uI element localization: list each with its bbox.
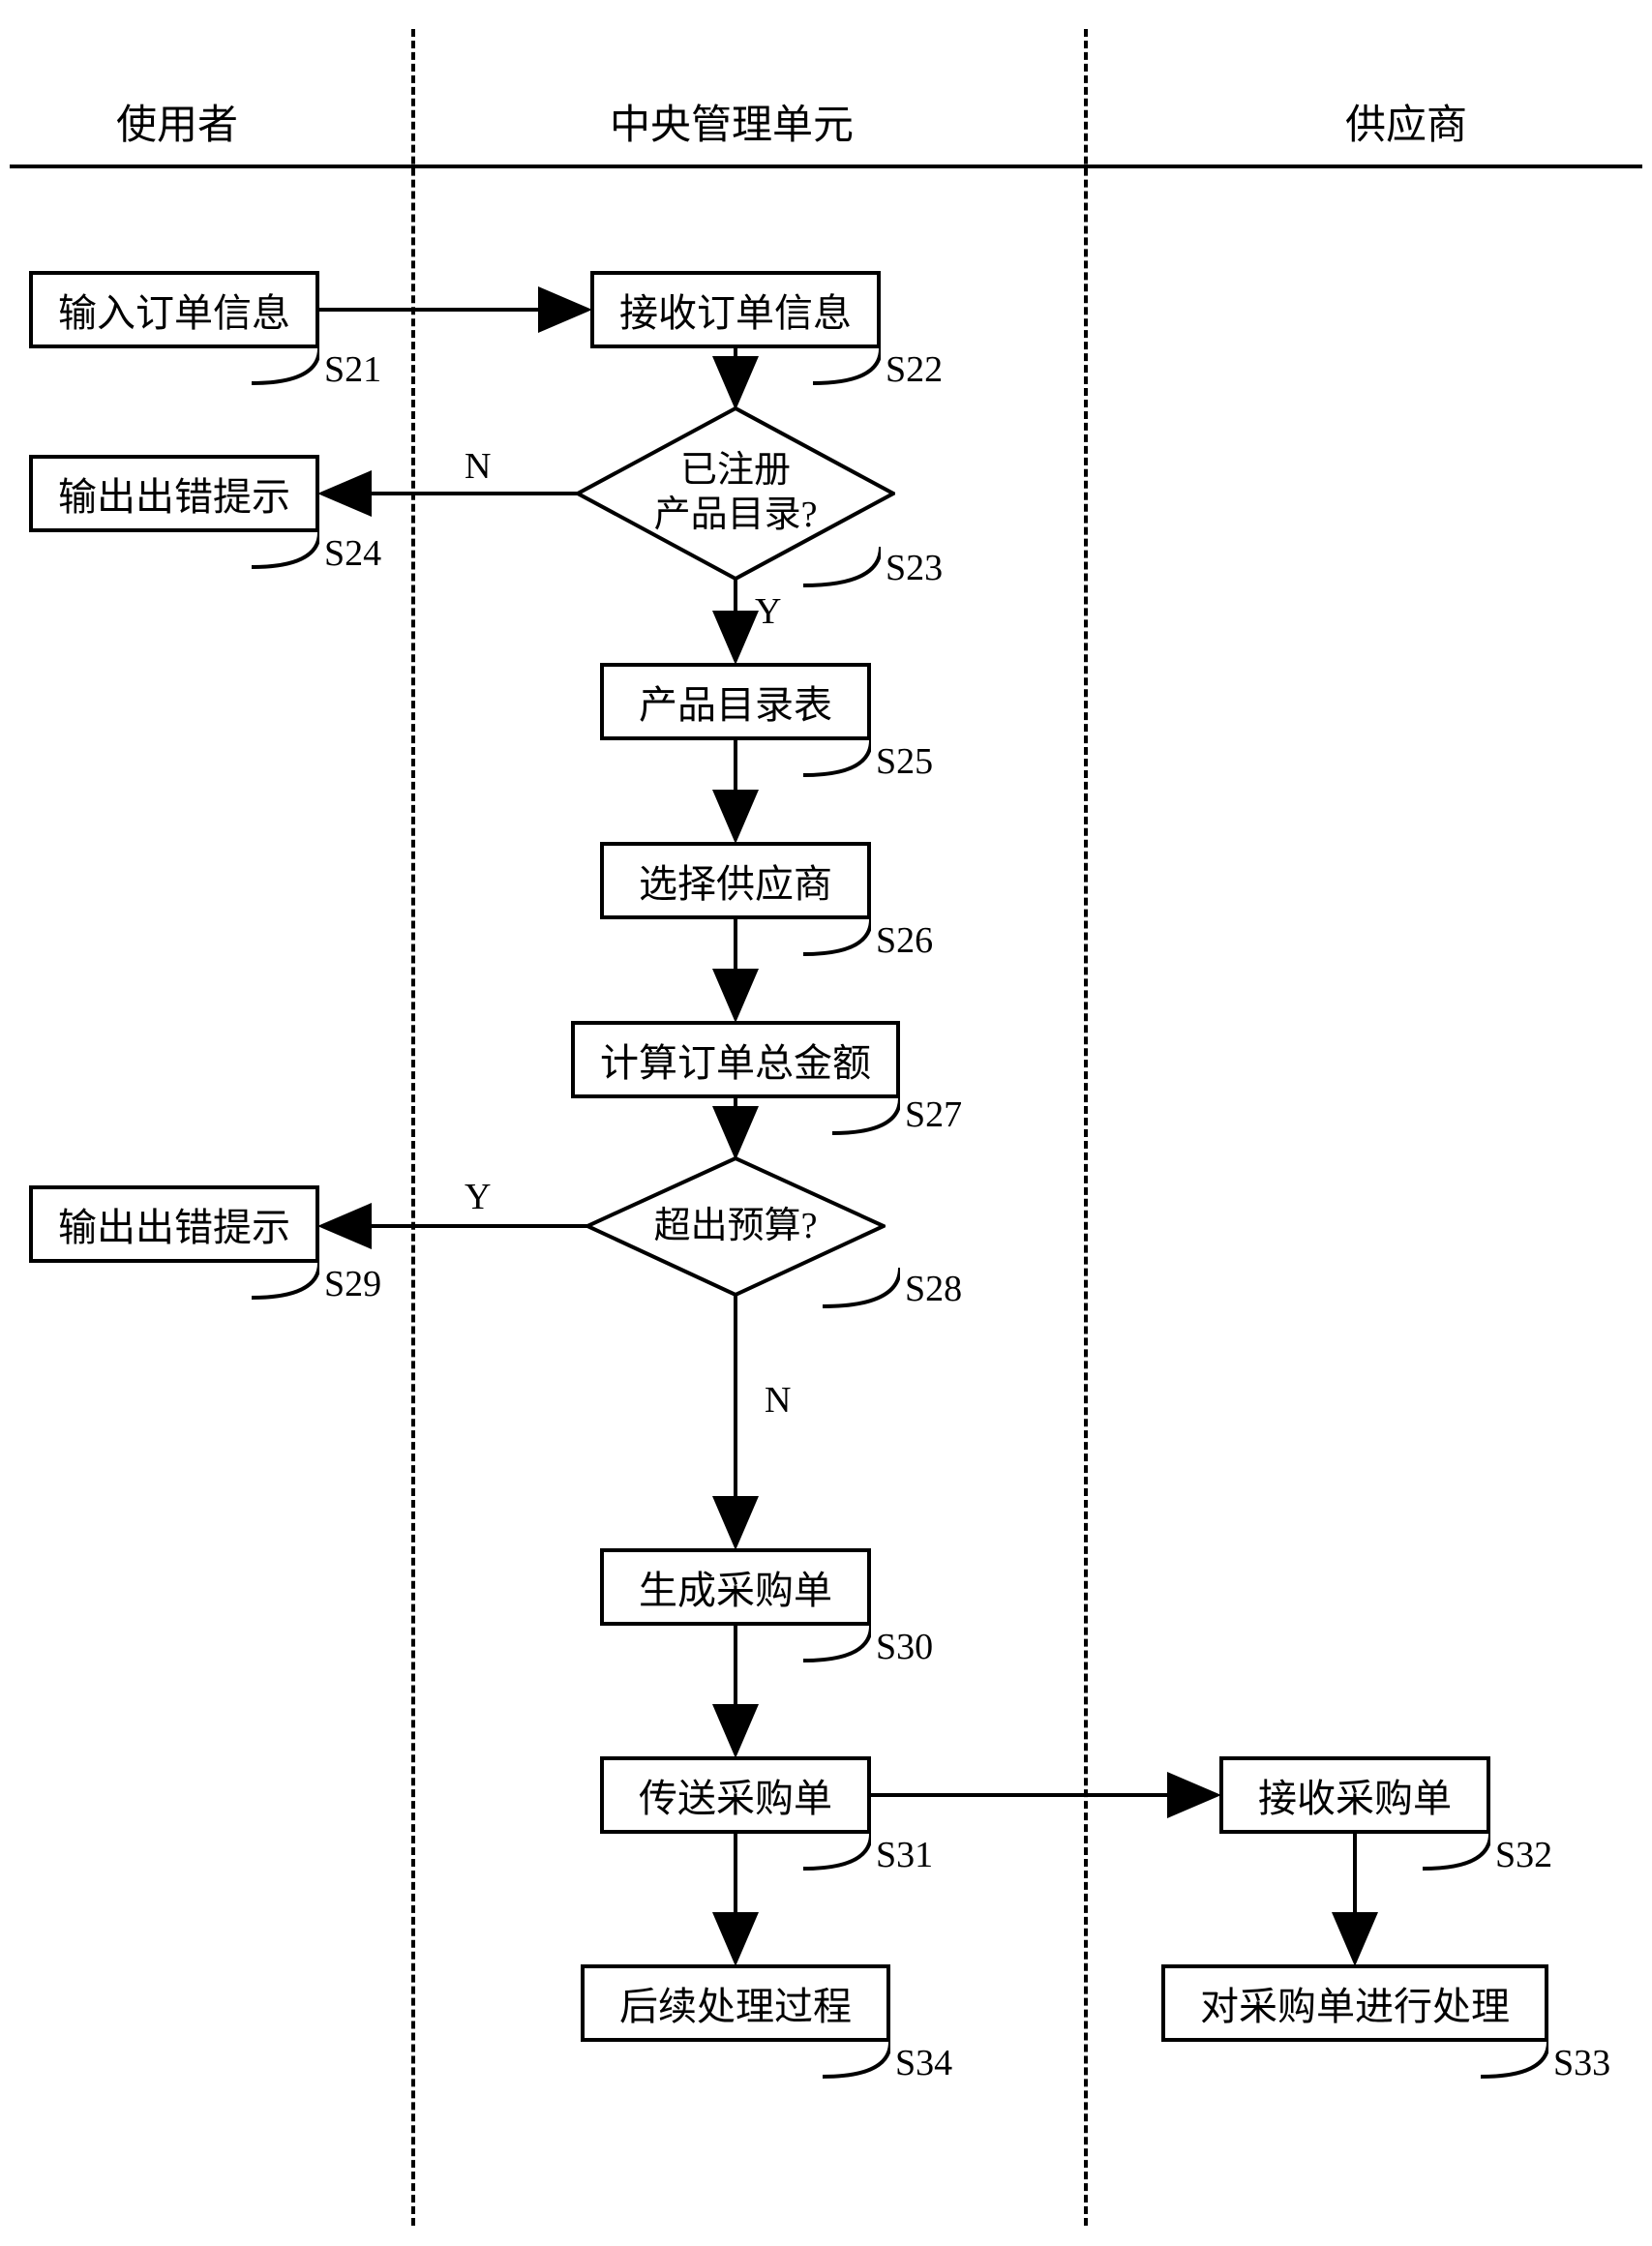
node-s24: 输出出错提示 xyxy=(29,455,319,532)
step-hook-s29 xyxy=(252,1263,319,1302)
step-s22: S22 xyxy=(886,348,943,391)
edge-label-s23-y: Y xyxy=(755,590,781,633)
step-s30: S30 xyxy=(876,1626,933,1668)
step-s25: S25 xyxy=(876,740,933,783)
node-s33: 对采购单进行处理 xyxy=(1161,1964,1548,2042)
header-underline xyxy=(10,165,1642,168)
step-s26: S26 xyxy=(876,919,933,962)
node-s34: 后续处理过程 xyxy=(581,1964,890,2042)
step-s29: S29 xyxy=(324,1263,381,1305)
lane-header-user: 使用者 xyxy=(116,92,238,151)
node-s28-text: 超出预算? xyxy=(654,1205,818,1249)
step-hook-s24 xyxy=(252,532,319,571)
edge-label-s28-y: Y xyxy=(465,1176,491,1218)
step-s31: S31 xyxy=(876,1834,933,1876)
node-s27: 计算订单总金额 xyxy=(571,1021,900,1098)
step-s24: S24 xyxy=(324,532,381,575)
node-s29: 输出出错提示 xyxy=(29,1185,319,1263)
lane-header-supplier: 供应商 xyxy=(1345,92,1467,151)
step-hook-s30 xyxy=(803,1626,871,1664)
step-s28: S28 xyxy=(905,1268,962,1310)
flowchart-canvas: 使用者 中央管理单元 供应商 输入订单信息 接收订单信息 输出出错提示 产品目录… xyxy=(0,0,1652,2246)
step-s32: S32 xyxy=(1495,1834,1552,1876)
step-hook-s31 xyxy=(803,1834,871,1872)
node-s21: 输入订单信息 xyxy=(29,271,319,348)
step-hook-s21 xyxy=(252,348,319,387)
lane-divider-2 xyxy=(1084,29,1088,2226)
node-s22: 接收订单信息 xyxy=(590,271,881,348)
step-hook-s23 xyxy=(803,547,881,590)
step-hook-s27 xyxy=(832,1098,900,1137)
step-hook-s26 xyxy=(803,919,871,958)
step-hook-s28 xyxy=(823,1268,900,1311)
lane-divider-1 xyxy=(411,29,415,2226)
node-s32: 接收采购单 xyxy=(1219,1756,1490,1834)
step-hook-s25 xyxy=(803,740,871,779)
node-s31: 传送采购单 xyxy=(600,1756,871,1834)
node-s30: 生成采购单 xyxy=(600,1548,871,1626)
edge-label-s23-n: N xyxy=(465,445,491,488)
node-s23-line1: 已注册 xyxy=(680,449,791,494)
step-s33: S33 xyxy=(1553,2042,1610,2084)
step-hook-s32 xyxy=(1423,1834,1490,1872)
node-s23-line2: 产品目录? xyxy=(654,494,818,538)
step-s21: S21 xyxy=(324,348,381,391)
step-hook-s33 xyxy=(1481,2042,1548,2081)
step-s27: S27 xyxy=(905,1093,962,1136)
node-s25: 产品目录表 xyxy=(600,663,871,740)
edge-label-s28-n: N xyxy=(765,1379,791,1422)
step-s23: S23 xyxy=(886,547,943,589)
node-s26: 选择供应商 xyxy=(600,842,871,919)
step-hook-s22 xyxy=(813,348,881,387)
step-s34: S34 xyxy=(895,2042,952,2084)
step-hook-s34 xyxy=(823,2042,890,2081)
lane-header-central: 中央管理单元 xyxy=(610,92,854,151)
